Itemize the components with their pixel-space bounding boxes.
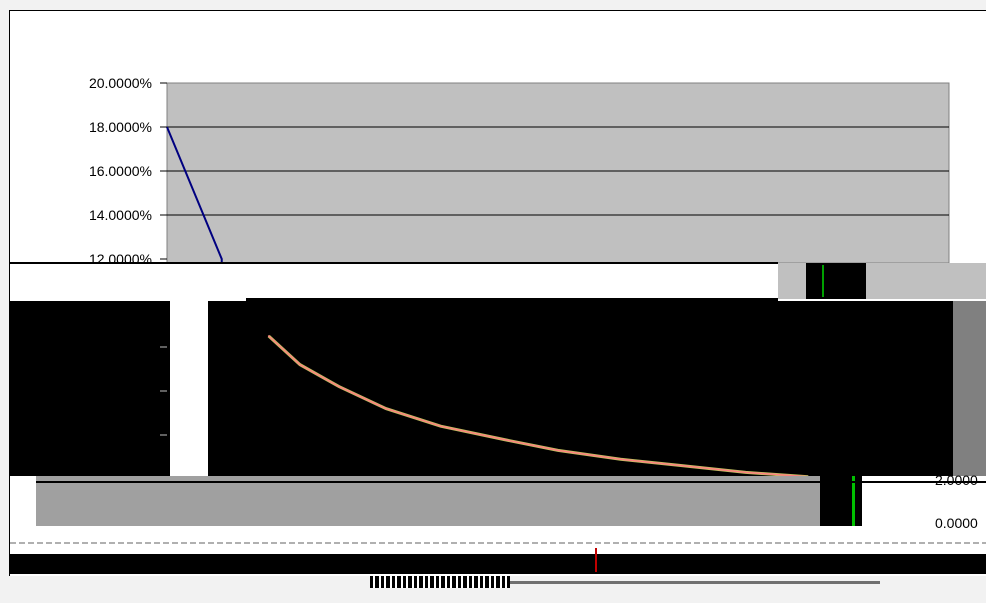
plot-area-lower-left: [10, 301, 170, 476]
chart-frame: 20.0000% 18.0000% 16.0000% 14.0000% 12.0000%…: [9, 10, 986, 576]
corrupt-band-white: [10, 263, 778, 299]
plot-area-upper: [166, 82, 950, 264]
y-tick-label-1: 18.0000%: [89, 119, 152, 135]
corrupt-black-sliver: [806, 263, 866, 299]
right-fragment-1: 0.0000: [935, 515, 978, 531]
series-point-9: [744, 471, 747, 474]
series-point-5: [502, 438, 505, 441]
bottom-right-white: [862, 476, 986, 526]
corrupt-top-bar: [246, 298, 778, 301]
series-line-upper: [166, 126, 223, 263]
bottom-left-strip: [10, 476, 36, 526]
y-tick-label-0: 20.0000%: [89, 75, 152, 91]
plot-area-bottom: [36, 476, 820, 526]
plot-area-lower: [208, 301, 953, 476]
series-point-0: [267, 335, 270, 337]
bottom-right-black: [820, 476, 862, 526]
x-axis-label-underline: [510, 581, 880, 584]
x-axis-red-bar: [595, 548, 597, 572]
right-fragment-0: 2.0000: [935, 472, 978, 488]
y-tick-label-7: 4.0000%: [97, 427, 152, 443]
corrupt-green-bar: [822, 265, 824, 297]
bottom-right-green: [852, 476, 855, 526]
y-tick-label-3: 14.0000%: [89, 207, 152, 223]
plot-area-lower-right: [953, 301, 986, 476]
series-point-1: [299, 363, 301, 366]
y-tick-label-4: 12.0000%: [89, 251, 152, 267]
series-point-8: [682, 465, 684, 467]
x-axis-band: [10, 526, 986, 554]
series-point-7: [619, 458, 622, 461]
series-point-3: [385, 407, 387, 410]
series-point-2: [338, 385, 340, 388]
y-tick-label-5: 8.0000%: [97, 339, 152, 355]
y-tick-label-2: 16.0000%: [89, 163, 152, 179]
line-chart: 20.0000% 18.0000% 16.0000% 14.0000% 12.0000%…: [10, 75, 986, 574]
y-tick-label-6: 6.0000%: [97, 383, 152, 399]
x-axis-label-garbled: [370, 576, 510, 588]
series-point-6: [557, 449, 559, 452]
series-point-4: [439, 425, 442, 428]
plot-axis-white: [170, 301, 208, 476]
x-axis-black-base: [10, 554, 986, 574]
